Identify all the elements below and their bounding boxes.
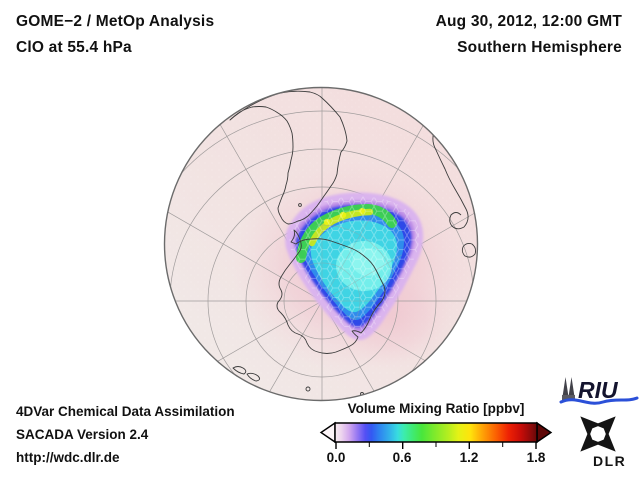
riu-logo-text: RIU xyxy=(578,377,619,403)
colorbar-tick-label-2: 1.2 xyxy=(459,450,479,465)
riu-wave xyxy=(559,396,639,405)
coast-tasmania xyxy=(305,386,311,392)
dlr-star-icon xyxy=(580,416,616,452)
coast-madagascar xyxy=(461,242,477,258)
colorbar-ticks xyxy=(335,442,537,449)
colorbar-tick-label-0: 0.0 xyxy=(326,450,346,465)
credit-version: SACADA Version 2.4 xyxy=(16,427,149,442)
dlr-logo-text: DLR xyxy=(593,453,626,469)
credit-method: 4DVar Chemical Data Assimilation xyxy=(16,404,235,419)
colorbar-right-arrow xyxy=(536,421,553,444)
coast-antarctica xyxy=(276,229,386,354)
colorbar-tick-label-1: 0.6 xyxy=(392,450,412,465)
coast-falklands xyxy=(298,203,302,207)
colorbar-title: Volume Mixing Ratio [ppbv] xyxy=(347,401,525,416)
coast-new-zealand xyxy=(232,366,261,382)
colorbar-left-arrow xyxy=(319,421,336,444)
colorbar xyxy=(319,421,553,449)
figure-subtitle: ClO at 55.4 hPa xyxy=(16,39,132,56)
coast-south-america xyxy=(229,90,348,225)
colorbar-tick-label-3: 1.8 xyxy=(526,450,546,465)
credit-url: http://wdc.dlr.de xyxy=(16,450,120,465)
dlr-logo: DLR xyxy=(580,416,626,469)
globe-rim xyxy=(163,86,479,402)
colorbar-gradient-bar xyxy=(334,422,538,443)
figure-title: GOME−2 / MetOp Analysis xyxy=(16,13,215,30)
riu-logo: RIU xyxy=(559,377,639,405)
figure-hemisphere: Southern Hemisphere xyxy=(457,39,622,56)
figure-datetime: Aug 30, 2012, 12:00 GMT xyxy=(435,13,622,30)
riu-cathedral-icon xyxy=(562,377,575,400)
